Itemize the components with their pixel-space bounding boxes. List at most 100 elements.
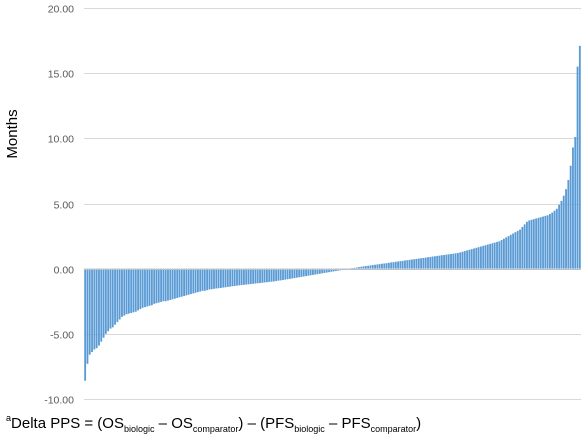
bar [537, 217, 540, 269]
bar [498, 241, 501, 269]
bar [459, 252, 462, 269]
bar [169, 268, 172, 300]
bar [376, 264, 379, 269]
footnote-text: – PFS [324, 415, 371, 432]
bar [484, 245, 487, 269]
bar [201, 268, 204, 291]
bar [226, 268, 229, 287]
bar [348, 268, 351, 270]
bar [578, 45, 581, 269]
bar [139, 268, 142, 310]
bar [305, 268, 307, 277]
bar [307, 268, 310, 276]
footnote: aDelta PPS = (OSbiologic – OScomparator)… [6, 413, 422, 434]
bar [440, 255, 443, 269]
bar [532, 219, 535, 269]
bar [171, 268, 174, 300]
bar [144, 268, 146, 308]
bar [114, 268, 116, 325]
bar [542, 216, 544, 269]
bar [328, 268, 330, 273]
bar [521, 226, 524, 269]
bar [270, 268, 273, 282]
bar [450, 253, 452, 269]
bar [406, 260, 409, 269]
bar [252, 268, 255, 284]
bar [176, 268, 179, 298]
bar [565, 189, 567, 269]
bar [277, 268, 280, 281]
bar [111, 268, 114, 328]
y-axis-label: Months [4, 109, 21, 158]
bar [164, 268, 167, 302]
bar [192, 268, 195, 294]
bar [314, 268, 317, 275]
bar [526, 221, 528, 269]
bar [256, 268, 259, 284]
bar [397, 261, 399, 269]
bar [312, 268, 314, 275]
bar [109, 268, 112, 329]
bar [387, 262, 390, 269]
y-tick-label: -5.00 [50, 330, 74, 342]
bar [364, 266, 367, 269]
bar [470, 249, 473, 269]
bar [330, 268, 333, 272]
bar [100, 268, 103, 342]
bar [574, 137, 577, 269]
bar [422, 257, 425, 269]
bar [249, 268, 252, 285]
bar [229, 268, 232, 287]
bar [173, 268, 176, 299]
bar [385, 263, 388, 269]
bar [528, 220, 531, 269]
bar [289, 268, 291, 279]
bar [137, 268, 139, 311]
bar [302, 268, 305, 277]
footnote-subscript: biologic [123, 424, 155, 434]
bar [298, 268, 301, 278]
bar [546, 215, 549, 269]
bar [351, 268, 353, 269]
bar [325, 268, 328, 273]
bar [362, 266, 365, 269]
bar [567, 180, 570, 269]
bar [424, 257, 427, 269]
bar [530, 219, 533, 269]
bar [473, 248, 475, 269]
bar [321, 268, 324, 274]
bar [219, 268, 222, 288]
bar [155, 268, 158, 304]
bar [539, 217, 542, 269]
bar [443, 254, 446, 269]
bar [477, 247, 480, 269]
bar [332, 268, 335, 272]
bar [213, 268, 215, 289]
bar [259, 268, 261, 284]
bar [381, 263, 383, 269]
footnote-text: ) [416, 415, 422, 432]
bar [551, 212, 554, 269]
bar [268, 268, 271, 282]
bar [491, 243, 494, 269]
bar [238, 268, 241, 286]
bar [233, 268, 236, 286]
footnote-subscript: comparator [192, 424, 239, 434]
bar [123, 268, 126, 316]
bar [523, 224, 526, 269]
bar [121, 268, 123, 317]
bar [463, 251, 466, 269]
y-axis-tick-labels: 20.00 15.00 10.00 5.00 0.00 -5.00 -10.00 [44, 4, 74, 407]
bar [300, 268, 303, 277]
y-tick-label: 0.00 [54, 265, 75, 277]
bar [358, 267, 360, 269]
bar [466, 250, 469, 269]
bar [153, 268, 156, 304]
bar [572, 147, 574, 269]
bar [429, 256, 432, 269]
bar [266, 268, 268, 283]
bar [371, 265, 374, 269]
bar [433, 256, 436, 269]
